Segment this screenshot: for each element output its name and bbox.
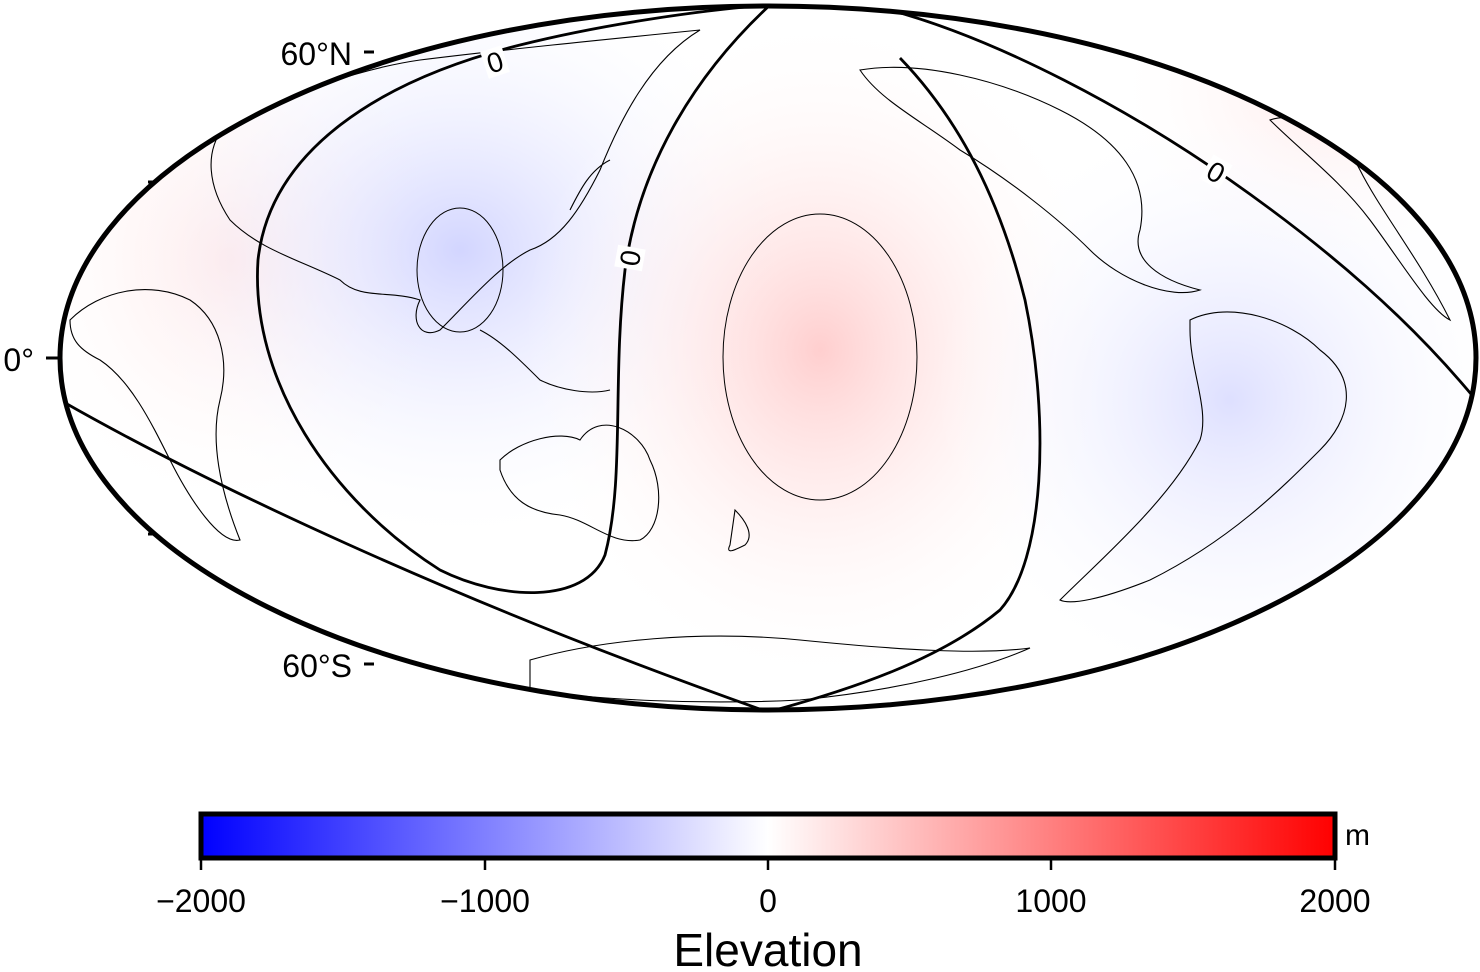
colorbar-tick-label-2: 0 [759, 883, 777, 919]
coast-new-zealand [728, 508, 750, 552]
contour-negative-asia [416, 207, 504, 333]
colorbar-tick-label-3: 1000 [1015, 883, 1086, 919]
contour-label-bg-3 [1199, 154, 1233, 190]
elevation-field: 0 0 0 [60, 6, 1476, 710]
colorbar-unit: m [1345, 819, 1370, 852]
colorbar-tick-label-0: −2000 [156, 883, 246, 919]
zero-contour-ne [889, 8, 1476, 401]
colorbar-tick-label-4: 2000 [1299, 883, 1370, 919]
colorbar-tick-label-1: −1000 [440, 883, 530, 919]
zero-contour-east [767, 57, 1042, 710]
map-area[interactable]: 0 0 0 [0, 0, 1480, 713]
lat-label-60n: 60°N [281, 36, 353, 72]
colorbar: m −2000 −1000 0 1000 2000 Elevation [156, 811, 1371, 972]
coast-africa [69, 289, 241, 541]
contour-label-2: 0 [614, 248, 647, 269]
lat-label-60s: 60°S [282, 648, 352, 684]
lat-label-equator: 0° [3, 342, 34, 378]
coast-south-america [1059, 311, 1347, 603]
colorbar-ticks [199, 858, 1337, 870]
frame-ticks [46, 50, 374, 666]
contour-label-bg-2 [614, 244, 646, 272]
contour-label-bg-1 [480, 45, 510, 79]
coast-japan [569, 159, 611, 211]
coast-eurasia [210, 29, 701, 334]
colorbar-label: Elevation [673, 924, 862, 972]
coast-antarctica [529, 635, 1031, 703]
colorbar-gradient [198, 811, 1338, 861]
coast-north-america [859, 66, 1202, 294]
coast-australia [499, 424, 660, 542]
zero-contour-west [256, 6, 771, 595]
zero-contour-sw [60, 398, 769, 710]
contour-positive-pacific [722, 213, 918, 501]
coast-maritime-se-asia [479, 329, 611, 393]
